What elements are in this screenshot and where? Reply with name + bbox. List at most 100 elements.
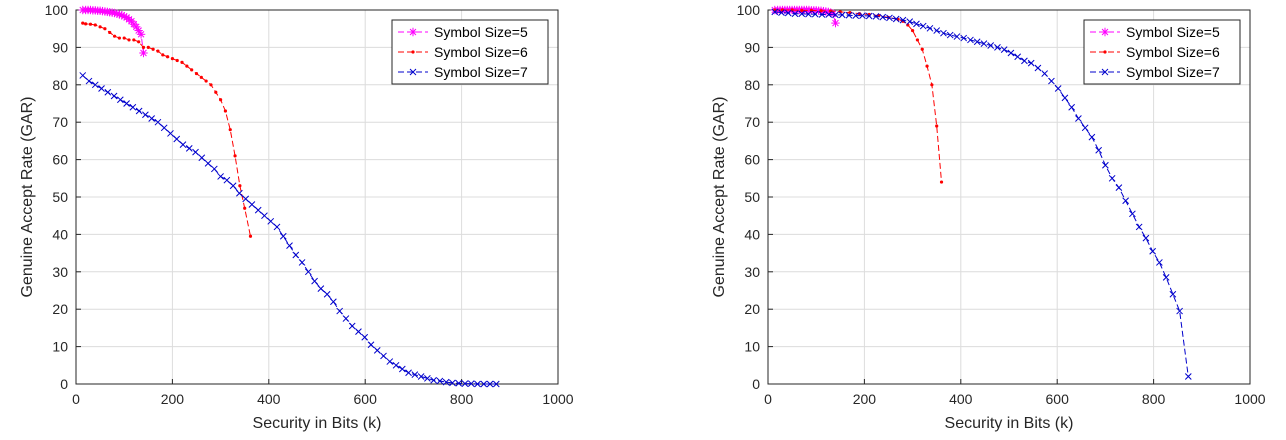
data-point xyxy=(1156,259,1163,266)
data-point xyxy=(330,298,337,306)
legend: Symbol Size=5 Symbol Size=6 Symbol Size=7 xyxy=(391,19,549,85)
data-point xyxy=(1184,373,1192,380)
legend-marker xyxy=(408,27,418,37)
data-point xyxy=(85,77,93,85)
data-point xyxy=(1061,94,1069,102)
data-point xyxy=(311,277,318,285)
x-tick-label: 1000 xyxy=(1234,391,1265,407)
data-point xyxy=(93,23,97,27)
data-point xyxy=(879,13,887,21)
data-point xyxy=(84,22,88,26)
data-point xyxy=(160,124,168,132)
y-tick-label: 60 xyxy=(744,152,760,168)
data-point xyxy=(254,206,262,214)
data-point xyxy=(219,98,223,102)
data-point xyxy=(323,290,331,298)
data-point xyxy=(1102,161,1109,169)
data-point xyxy=(940,29,947,37)
y-tick-label: 20 xyxy=(744,301,760,317)
y-tick-label: 40 xyxy=(744,226,760,242)
x-axis-label: Security in Bits (k) xyxy=(945,415,1074,432)
data-point xyxy=(122,36,126,40)
y-tick-label: 0 xyxy=(60,376,68,392)
data-point xyxy=(361,333,369,341)
y-tick-label: 70 xyxy=(52,114,68,130)
legend-marker xyxy=(1101,68,1109,76)
data-point xyxy=(342,315,350,322)
y-tick-label: 0 xyxy=(752,376,760,392)
data-point xyxy=(161,53,165,57)
x-tick-label: 0 xyxy=(764,391,772,407)
x-tick-label: 200 xyxy=(853,391,877,407)
legend-marker xyxy=(1103,50,1107,54)
data-point xyxy=(1021,57,1028,65)
data-point xyxy=(1095,146,1103,154)
data-point xyxy=(1068,103,1076,111)
legend-entry: Symbol Size=7 xyxy=(398,64,528,80)
data-point xyxy=(117,36,121,40)
y-tick-label: 100 xyxy=(45,2,69,18)
data-point xyxy=(492,380,500,388)
data-point xyxy=(1007,49,1015,57)
data-point xyxy=(919,22,927,30)
x-tick-label: 400 xyxy=(257,391,281,407)
y-axis-label: Genuine Accept Rate (GAR) xyxy=(19,97,36,298)
data-point xyxy=(91,81,99,89)
data-point xyxy=(98,85,105,92)
data-point xyxy=(116,96,124,104)
series-3 xyxy=(771,8,1192,380)
data-point xyxy=(104,88,112,96)
data-point xyxy=(273,223,281,231)
data-point xyxy=(373,346,381,354)
data-point xyxy=(886,14,893,22)
legend-label: Symbol Size=5 xyxy=(1126,24,1220,40)
data-point xyxy=(872,13,880,20)
data-point xyxy=(946,31,954,39)
data-point xyxy=(242,195,250,203)
data-point xyxy=(148,115,156,122)
data-point xyxy=(103,27,107,31)
data-point xyxy=(987,42,995,49)
x-tick-label: 600 xyxy=(354,391,378,407)
data-point xyxy=(424,375,431,382)
legend-label: Symbol Size=7 xyxy=(434,64,528,80)
legend-entry: Symbol Size=5 xyxy=(398,24,528,40)
data-point xyxy=(170,57,174,61)
x-tick-label: 800 xyxy=(450,391,474,407)
data-point xyxy=(209,83,213,87)
data-point xyxy=(210,165,218,173)
data-point xyxy=(110,92,118,100)
data-point xyxy=(112,34,117,38)
data-point xyxy=(286,242,293,249)
data-point xyxy=(960,34,968,42)
data-point xyxy=(449,379,456,387)
data-point xyxy=(267,217,275,225)
data-point xyxy=(190,68,194,72)
data-point xyxy=(146,45,150,50)
data-point xyxy=(994,44,1001,51)
data-point xyxy=(98,25,102,29)
data-point xyxy=(192,148,199,156)
data-point xyxy=(127,38,131,42)
series-3 xyxy=(79,72,500,388)
data-point xyxy=(198,154,206,162)
legend-entry: Symbol Size=5 xyxy=(1090,24,1220,40)
data-point xyxy=(135,107,143,115)
data-point xyxy=(348,322,356,330)
data-point xyxy=(132,38,136,42)
data-point xyxy=(142,111,149,119)
grid xyxy=(75,9,559,385)
y-tick-label: 100 xyxy=(737,2,761,18)
data-point xyxy=(486,380,494,388)
x-tick-label: 400 xyxy=(949,391,973,407)
data-point xyxy=(151,47,155,51)
y-tick-label: 70 xyxy=(744,114,760,130)
data-point xyxy=(137,40,141,44)
data-point xyxy=(317,285,325,292)
data-point xyxy=(223,176,231,184)
data-point xyxy=(398,365,406,373)
data-point xyxy=(223,109,228,113)
data-point xyxy=(1142,234,1150,242)
data-point xyxy=(233,154,237,158)
y-tick-label: 90 xyxy=(52,39,68,55)
